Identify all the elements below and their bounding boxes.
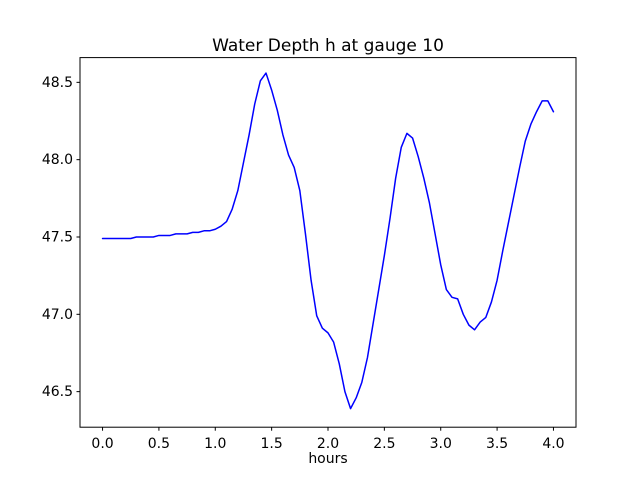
y-axis-tick-labels: 46.5 47.0 47.5 48.0 48.5 [42, 75, 73, 400]
y-axis-ticks [76, 81, 80, 393]
x-tick-label: 2.0 [317, 436, 339, 452]
plot-area [79, 57, 577, 428]
series-group [101, 72, 555, 410]
x-axis-ticks [102, 427, 554, 431]
chart-title: Water Depth h at gauge 10 [212, 36, 444, 56]
x-axis-tick-labels: 0.0 0.5 1.0 1.5 2.0 2.5 3.0 3.5 4.0 [91, 436, 564, 452]
x-tick-label: 0.5 [148, 436, 170, 452]
x-tick-label: 1.0 [204, 436, 226, 452]
x-tick-label: 0.0 [91, 436, 113, 452]
y-tick-label: 47.0 [42, 307, 73, 323]
y-tick-label: 48.5 [42, 75, 73, 91]
y-tick-label: 48.0 [42, 152, 73, 168]
x-tick-label: 3.5 [486, 436, 508, 452]
depth-line-series [101, 72, 555, 410]
y-tick-label: 46.5 [42, 384, 73, 400]
x-axis-label: hours [308, 451, 347, 467]
y-tick-label: 47.5 [42, 229, 73, 245]
x-tick-label: 1.5 [261, 436, 283, 452]
x-tick-label: 3.0 [430, 436, 452, 452]
x-tick-label: 4.0 [542, 436, 564, 452]
x-tick-label: 2.5 [373, 436, 395, 452]
